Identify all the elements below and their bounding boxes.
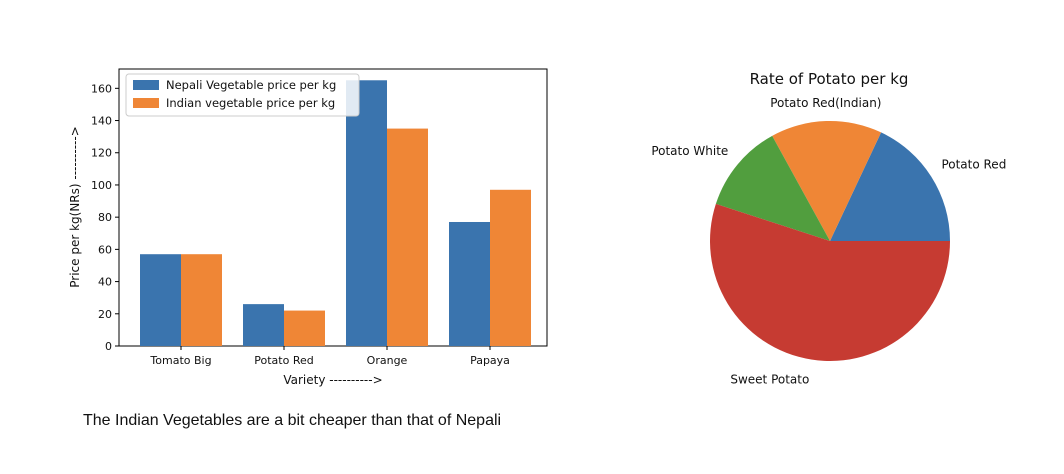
bar-x-ticks: Tomato Big Potato Red Orange Papaya	[149, 346, 510, 367]
pie-label-1: Potato Red(Indian)	[770, 96, 881, 110]
pie-slice-3	[710, 203, 951, 361]
legend-label-1: Indian vegetable price per kg	[166, 96, 335, 110]
y-tick-label-5: 100	[91, 179, 112, 192]
summary-caption: The Indian Vegetables are a bit cheaper …	[83, 412, 502, 429]
pie-label-2: Potato White	[651, 144, 728, 158]
x-tick-label-1: Potato Red	[254, 354, 313, 367]
y-tick-label-4: 80	[98, 211, 112, 224]
y-tick-label-7: 140	[91, 115, 112, 128]
bar-chart: 0 20 40 60 80 100 120 140 160 Tomato Big Potato R…	[68, 68, 548, 387]
bar-nepali-2	[346, 80, 387, 346]
bar-indian-3	[490, 189, 531, 346]
bar-nepali-0	[140, 254, 181, 346]
bar-legend-box	[125, 73, 360, 117]
pie-title: Rate of Potato per kg	[750, 70, 909, 88]
pie-slice-1	[772, 121, 882, 241]
y-tick-label-6: 120	[91, 147, 112, 160]
pie-labels: Potato Red Potato Red(Indian) Potato White…	[651, 96, 1006, 386]
bar-x-axis-label: Variety ---------->	[283, 373, 382, 387]
bar-marks	[140, 80, 531, 346]
bar-nepali-1	[243, 304, 284, 346]
y-tick-label-3: 60	[98, 243, 112, 256]
bar-indian-2	[387, 128, 428, 346]
y-tick-label-0: 0	[105, 340, 112, 353]
x-tick-label-3: Papaya	[470, 354, 510, 367]
x-tick-label-2: Orange	[367, 354, 408, 367]
bar-y-ticks: 0 20 40 60 80 100 120 140 160	[91, 82, 119, 353]
bar-plot-frame	[118, 68, 548, 347]
pie-slice-0	[830, 132, 950, 241]
bar-indian-1	[284, 310, 325, 346]
legend-label-0: Nepali Vegetable price per kg	[166, 78, 336, 92]
pie-slices	[710, 121, 951, 361]
legend-swatch-0	[133, 80, 159, 90]
bar-y-axis-label: Price per kg(NRs) ---------->	[68, 126, 82, 288]
pie-label-3: Sweet Potato	[730, 372, 809, 386]
pie-label-0: Potato Red	[941, 157, 1006, 171]
y-tick-label-2: 40	[98, 276, 112, 289]
pie-slice-2	[715, 135, 830, 241]
y-tick-label-1: 20	[98, 308, 112, 321]
y-tick-label-8: 160	[91, 82, 112, 95]
bar-nepali-3	[449, 221, 490, 346]
legend-swatch-1	[133, 98, 159, 108]
bar-indian-0	[181, 254, 222, 346]
bar-legend: Nepali Vegetable price per kg Indian vege…	[125, 73, 360, 117]
x-tick-label-0: Tomato Big	[149, 354, 211, 367]
